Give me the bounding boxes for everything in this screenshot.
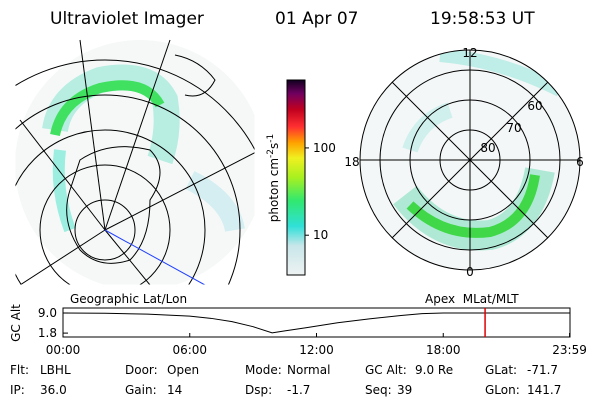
info-label: GC Alt: [365,363,407,377]
info-value: -1.7 [287,383,310,397]
timeline-ylabel: GC Alt [9,304,23,342]
info-value: 141.7 [527,383,561,397]
info-value: 9.0 Re [415,363,453,377]
colorbar-tick-label: 100 [313,141,336,155]
info-value: Open [167,363,199,377]
info-value: LBHL [40,363,71,377]
timeline-left-label: Geographic Lat/Lon [70,292,187,306]
date: 01 Apr 07 [275,9,358,29]
info-label: Door: [125,363,158,377]
info-label: Flt: [10,363,29,377]
x-tick-label: 06:00 [172,343,207,357]
colorbar-tick-label: 10 [313,228,328,242]
timeline-right-label: Apex MLat/MLT [425,292,519,306]
info-label: Mode: [245,363,282,377]
info-value: Normal [287,363,330,377]
timeline-frame [62,307,571,338]
lat-label: 60 [527,99,542,113]
info-label: Seq: [365,383,392,397]
colorbar-label: photon cm-2s-1 [266,134,281,223]
info-label: GLon: [485,383,520,397]
y-tick-label: 1.8 [38,326,57,340]
altitude-line [62,312,570,334]
info-label: IP: [10,383,25,397]
lat-label: 80 [480,141,495,155]
y-tick-label: 9.0 [38,306,57,320]
mlt-label: 0 [466,265,474,279]
x-tick-label: 23:59 [552,343,587,357]
colorbar [286,79,306,276]
x-tick-label: 12:00 [299,343,334,357]
info-label: Gain: [125,383,157,397]
info-label: Dsp: [245,383,272,397]
mlt-label: 18 [344,155,359,169]
info-value: 14 [167,383,182,397]
geographic-image [15,39,255,285]
mlt-label: 12 [462,46,477,60]
info-value: 36.0 [40,383,67,397]
x-tick-label: 18:00 [426,343,461,357]
mlt-label: 6 [576,155,584,169]
lat-label: 70 [506,121,521,135]
title: Ultraviolet Imager [50,9,204,29]
info-label: GLat: [485,363,517,377]
info-value: -71.7 [527,363,558,377]
x-tick-label: 00:00 [46,343,81,357]
info-value: 39 [397,383,412,397]
time: 19:58:53 UT [430,9,535,29]
